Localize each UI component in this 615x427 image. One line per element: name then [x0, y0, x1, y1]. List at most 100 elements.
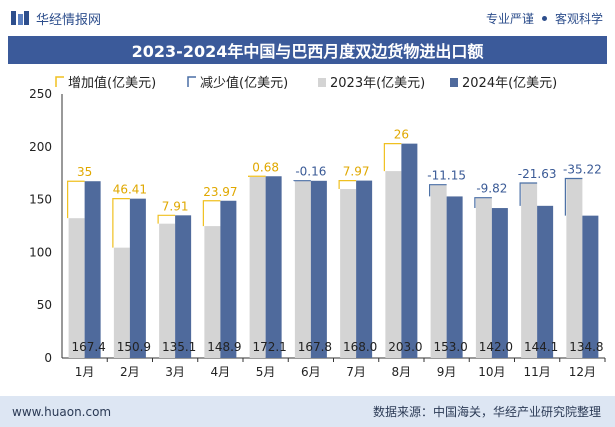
- value-label-1月: 167.4: [71, 340, 105, 354]
- bar-2024-3月: [175, 215, 192, 358]
- value-label-5月: 172.1: [252, 340, 286, 354]
- bar-2023-3月: [159, 223, 176, 358]
- bar-2024-1月: [84, 181, 101, 358]
- bar-2024-8月: [401, 143, 418, 358]
- x-tick-label-3月: 3月: [165, 365, 185, 379]
- x-tick-label-1月: 1月: [75, 365, 95, 379]
- bar-2023-8月: [385, 171, 402, 358]
- value-label-11月: 144.1: [524, 340, 558, 354]
- chart-labels: 35 167.4 46.41 150.9 7.91 135.1 23.97 148.9 0.68…: [71, 128, 603, 354]
- legend-swatch-0: [55, 76, 64, 87]
- x-tick-label-10月: 10月: [478, 365, 505, 379]
- bar-2023-9月: [430, 184, 447, 358]
- legend-label-0: 增加值(亿美元): [68, 75, 156, 91]
- bar-chart: 增加值(亿美元) 减少值(亿美元) 2023年(亿美元) 2024年(亿美元) 0 50…: [29, 75, 606, 379]
- bar-2023-1月: [68, 218, 85, 358]
- data-source: 数据来源：中国海关，华经产业研究院整理: [372, 405, 601, 419]
- top-bar: 华经情报网 专业严谨 客观科学: [0, 0, 615, 36]
- value-label-3月: 135.1: [162, 340, 196, 354]
- value-label-12月: 134.8: [569, 340, 603, 354]
- change-label-10月: -9.82: [476, 182, 507, 196]
- change-label-5月: 0.68: [252, 160, 279, 174]
- slogan-tag-2: 客观科学: [554, 12, 603, 26]
- chart-title-bar: 2023-2024年中国与巴西月度双边货物进出口额: [8, 36, 607, 64]
- bar-2023-12月: [566, 178, 583, 358]
- change-bracket-4月: [202, 200, 221, 227]
- x-tick-label-2月: 2月: [120, 365, 140, 379]
- legend-swatch-3: [450, 78, 458, 87]
- x-tick-label-6月: 6月: [301, 365, 321, 379]
- value-label-7月: 168.0: [343, 340, 377, 354]
- change-label-11月: -21.63: [518, 167, 557, 181]
- legend-label-3: 2024年(亿美元): [462, 76, 557, 91]
- value-label-8月: 203.0: [388, 340, 422, 354]
- bar-2024-11月: [537, 205, 554, 358]
- change-bracket-9月: [429, 184, 447, 197]
- x-tick-label-11月: 11月: [523, 365, 550, 379]
- logo: 华经情报网: [10, 9, 101, 28]
- y-tick-label: 200: [29, 140, 52, 154]
- legend-swatch-1: [187, 76, 196, 87]
- change-bracket-11月: [519, 182, 538, 206]
- bar-2023-7月: [340, 189, 357, 358]
- bar-2024-4月: [220, 200, 237, 358]
- value-label-10月: 142.0: [479, 340, 513, 354]
- y-tick-label: 250: [29, 87, 52, 101]
- change-bracket-3月: [157, 214, 176, 224]
- change-label-6月: -0.16: [295, 165, 326, 179]
- change-bracket-1月: [67, 180, 85, 219]
- x-tick-label-7月: 7月: [346, 365, 366, 379]
- change-label-4月: 23.97: [203, 185, 237, 199]
- change-label-9月: -11.15: [427, 169, 466, 183]
- value-label-6月: 167.8: [298, 340, 332, 354]
- change-bracket-8月: [383, 143, 402, 172]
- chart-bars: [67, 143, 599, 358]
- x-tick-label-4月: 4月: [211, 365, 231, 379]
- y-tick-label: 150: [29, 193, 52, 207]
- slogan: 专业严谨 客观科学: [486, 10, 603, 27]
- footer-url[interactable]: www.huaon.com: [12, 404, 112, 419]
- x-tick-label-9月: 9月: [437, 365, 457, 379]
- bar-2023-2月: [113, 247, 130, 358]
- legend-label-1: 减少值(亿美元): [200, 75, 288, 91]
- change-label-3月: 7.91: [162, 199, 189, 213]
- legend-swatch-2: [318, 78, 326, 87]
- bar-2023-4月: [204, 226, 221, 358]
- bar-2024-10月: [491, 208, 508, 358]
- change-bracket-12月: [564, 177, 583, 216]
- value-label-9月: 153.0: [433, 340, 467, 354]
- bar-2024-7月: [356, 180, 373, 358]
- brand-name: 华经情报网: [36, 12, 102, 28]
- y-tick-label: 100: [29, 245, 52, 259]
- y-tick-label: 0: [44, 351, 52, 365]
- bar-2023-11月: [521, 183, 538, 358]
- bar-2024-5月: [265, 176, 282, 358]
- y-tick-label: 50: [37, 298, 52, 312]
- change-label-12月: -35.22: [563, 162, 602, 176]
- change-label-1月: 35: [77, 165, 92, 179]
- value-label-2月: 150.9: [117, 340, 151, 354]
- bar-2024-12月: [582, 215, 599, 358]
- x-tick-label-12月: 12月: [569, 365, 596, 379]
- slogan-tag-1: 专业严谨: [485, 12, 534, 26]
- chart-legend: 增加值(亿美元) 减少值(亿美元) 2023年(亿美元) 2024年(亿美元): [55, 75, 557, 91]
- change-bracket-7月: [338, 179, 357, 190]
- change-bracket-2月: [112, 198, 130, 248]
- x-axis: 1月 2月 3月 4月 5月 6月 7月 8月 9月 10月 11月 12月: [75, 358, 606, 379]
- change-bracket-5月: [248, 175, 266, 178]
- bar-2023-5月: [249, 177, 266, 358]
- x-tick-label-8月: 8月: [392, 365, 412, 379]
- bar-2024-2月: [129, 198, 146, 358]
- bar-2023-6月: [294, 180, 311, 358]
- bar-2024-6月: [310, 180, 327, 358]
- bar-2024-9月: [446, 196, 463, 358]
- change-bracket-10月: [474, 197, 492, 209]
- x-tick-label-5月: 5月: [256, 365, 276, 379]
- chart-title: 2023-2024年中国与巴西月度双边货物进出口额: [131, 42, 484, 61]
- dot-separator: [541, 16, 547, 21]
- huajing-logo-icon: [11, 11, 29, 25]
- footer: www.huaon.com 数据来源：中国海关，华经产业研究院整理: [0, 396, 615, 427]
- legend-label-2: 2023年(亿美元): [330, 76, 425, 91]
- change-label-7月: 7.97: [343, 165, 370, 179]
